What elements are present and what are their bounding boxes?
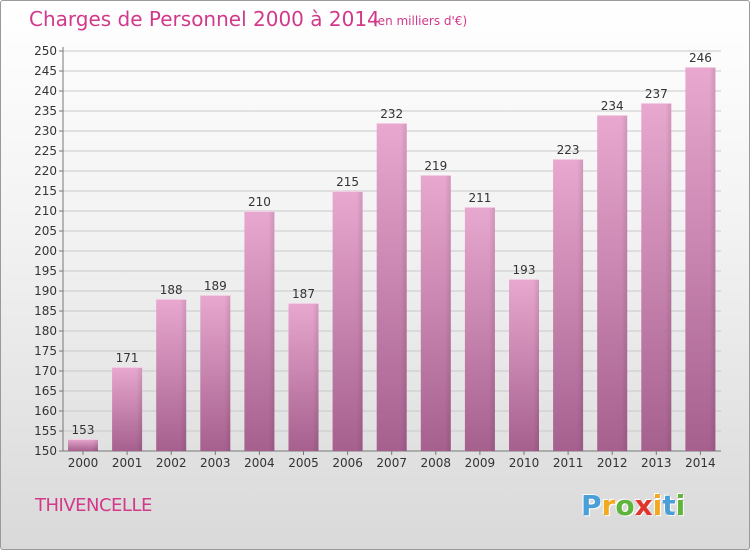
bar-shade-2006: [356, 191, 363, 451]
bar-shade-2009: [488, 207, 495, 451]
y-tick-label: 170: [34, 364, 57, 378]
y-tick-label: 190: [34, 284, 57, 298]
x-tick-label-2011: 2011: [553, 456, 584, 470]
x-tick-label-2001: 2001: [112, 456, 143, 470]
data-label-2010: 193: [513, 263, 536, 277]
logo-letter: r: [601, 489, 616, 522]
bar-shade-2013: [665, 103, 672, 451]
y-tick-label: 155: [34, 424, 57, 438]
logo-letter: i: [675, 489, 686, 522]
commune-name: THIVENCELLE: [35, 495, 152, 516]
bar-shade-2010: [533, 279, 539, 451]
x-tick-label-2013: 2013: [641, 456, 672, 470]
x-tick-label-2007: 2007: [376, 456, 407, 470]
x-tick-label-2014: 2014: [685, 456, 716, 470]
x-tick-label-2009: 2009: [465, 456, 496, 470]
y-tick-label: 195: [34, 264, 57, 278]
data-label-2005: 187: [292, 287, 315, 301]
data-label-2013: 237: [645, 87, 668, 101]
chart-title: Charges de Personnel 2000 à 2014: [29, 7, 380, 31]
logo-letter: x: [634, 489, 653, 522]
data-label-2003: 189: [204, 279, 227, 293]
data-label-2009: 211: [468, 191, 491, 205]
y-tick-label: 185: [34, 304, 57, 318]
data-label-2006: 215: [336, 175, 359, 189]
x-tick-label-2006: 2006: [332, 456, 363, 470]
data-label-2008: 219: [424, 159, 447, 173]
y-tick-label: 235: [34, 104, 57, 118]
y-tick-label: 215: [34, 184, 57, 198]
y-tick-label: 250: [34, 44, 57, 58]
data-label-2007: 232: [380, 107, 403, 121]
y-tick-label: 225: [34, 144, 57, 158]
bar-shade-2014: [709, 67, 716, 451]
logo-letter: i: [652, 489, 663, 522]
bar-shade-2002: [180, 299, 187, 451]
data-label-2014: 246: [689, 51, 712, 65]
y-tick-label: 245: [34, 64, 57, 78]
data-label-2004: 210: [248, 195, 271, 209]
data-label-2011: 223: [557, 143, 580, 157]
y-tick-label: 200: [34, 244, 57, 258]
x-tick-label-2005: 2005: [288, 456, 319, 470]
bar-shade-2011: [577, 159, 584, 451]
y-tick-label: 210: [34, 204, 57, 218]
bar-shade-2003: [224, 295, 231, 451]
y-tick-label: 165: [34, 384, 57, 398]
y-tick-label: 180: [34, 324, 57, 338]
x-tick-label-2004: 2004: [244, 456, 275, 470]
y-tick-label: 160: [34, 404, 57, 418]
chart-subtitle: (en milliers d'€): [373, 14, 468, 28]
data-label-2000: 153: [72, 423, 95, 437]
bar-shade-2008: [444, 175, 451, 451]
bar-shade-2007: [400, 123, 407, 451]
y-tick-label: 175: [34, 344, 57, 358]
bar-2000: [68, 439, 98, 451]
y-tick-label: 230: [34, 124, 57, 138]
logo-letter: P: [581, 489, 602, 522]
logo-letter: o: [615, 489, 635, 522]
x-tick-label-2000: 2000: [68, 456, 99, 470]
label-layer: 153 171 188 189 210 187 215 232 219 211 193 223 234 2…: [72, 51, 712, 437]
proxiti-logo[interactable]: Proxiti: [581, 489, 685, 522]
x-tick-label-2003: 2003: [200, 456, 231, 470]
x-tick-label-2010: 2010: [509, 456, 540, 470]
y-tick-label: 240: [34, 84, 57, 98]
bar-shade-2004: [268, 211, 275, 451]
data-label-2012: 234: [601, 99, 624, 113]
bar-layer: [68, 67, 716, 451]
x-tick-label-2012: 2012: [597, 456, 628, 470]
y-tick-label: 205: [34, 224, 57, 238]
y-tick-label: 220: [34, 164, 57, 178]
bar-shade-2012: [621, 115, 628, 451]
x-tick-label-2008: 2008: [421, 456, 452, 470]
bar-shade-2001: [136, 367, 143, 451]
bar-shade-2005: [312, 303, 319, 451]
data-label-2001: 171: [116, 351, 139, 365]
logo-letter: t: [662, 489, 676, 522]
data-label-2002: 188: [160, 283, 183, 297]
y-tick-label: 150: [34, 444, 57, 458]
bar-shade-2000: [92, 439, 98, 451]
x-tick-label-2002: 2002: [156, 456, 187, 470]
